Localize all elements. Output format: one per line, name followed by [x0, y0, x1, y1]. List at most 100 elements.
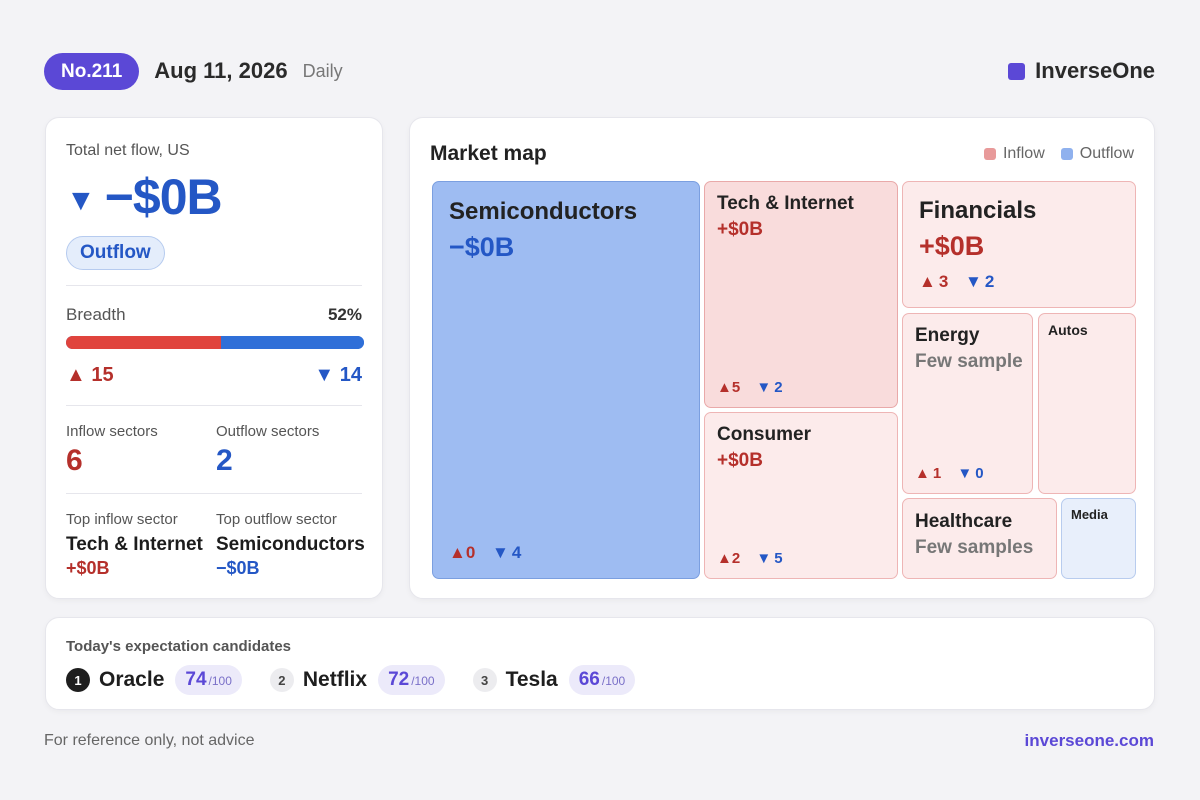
up-triangle-icon: ▲ — [717, 379, 732, 396]
legend-item-inflow: Inflow — [983, 145, 1045, 163]
issue-badge: No.211 — [44, 52, 140, 90]
tile-value: Few samples — [915, 537, 1034, 558]
tile-name: Healthcare — [915, 511, 1013, 532]
tile-media[interactable]: Media — [1061, 498, 1136, 579]
tile-energy[interactable]: Energy Few sample ▲ 1 ▼ 0 — [902, 313, 1033, 494]
map-legend: Inflow Outflow — [968, 145, 1134, 163]
candidates-card: Today's expectation candidates 1 Oracle … — [45, 617, 1155, 710]
tile-healthcare[interactable]: Healthcare Few samples — [902, 498, 1057, 579]
tile-counts: ▲ 1 ▼ 0 — [915, 465, 984, 482]
candidate-item[interactable]: 2 Netflix 72 /100 — [269, 665, 445, 695]
down-triangle-icon: ▼ — [314, 364, 335, 386]
divider — [66, 285, 362, 286]
tile-value: Few sample — [915, 351, 1023, 372]
candidate-name: Tesla — [505, 668, 558, 691]
top-inflow-sector[interactable]: Top inflow sector Tech & Internet +$0B — [66, 511, 203, 579]
down-triangle-icon: ▼ — [965, 272, 982, 291]
tile-name: Semiconductors — [449, 198, 638, 225]
tile-counts: ▲2 ▼ 5 — [717, 550, 783, 567]
down-triangle-icon: ▼ — [756, 379, 772, 396]
candidates-title: Today's expectation candidates — [66, 638, 292, 655]
rank-badge: 3 — [472, 668, 497, 692]
top-outflow-value: −$0B — [216, 558, 260, 578]
inflow-sectors-count: 6 — [66, 444, 83, 477]
tile-name: Autos — [1048, 322, 1088, 338]
up-triangle-icon: ▲ — [717, 550, 732, 567]
top-outflow-sector[interactable]: Top outflow sector Semiconductors −$0B — [216, 511, 365, 579]
top-inflow-label: Top inflow sector — [66, 511, 178, 528]
net-flow-amount: −$0B — [104, 169, 223, 225]
market-map-card: Market map Inflow Outflow Semiconductors… — [409, 117, 1155, 599]
site-link[interactable]: inverseone.com — [1024, 731, 1154, 750]
breadth-bar-up — [66, 336, 221, 349]
candidate-item[interactable]: 1 Oracle 74 /100 — [66, 665, 242, 695]
tile-financials[interactable]: Financials +$0B ▲ 3 ▼ 2 — [902, 181, 1136, 308]
tile-value: +$0B — [717, 219, 763, 240]
inflow-sectors: Inflow sectors 6 — [66, 423, 158, 478]
inflow-sectors-label: Inflow sectors — [66, 423, 158, 440]
tile-name: Media — [1071, 507, 1108, 522]
outflow-sectors-count: 2 — [216, 444, 233, 477]
candidate-item[interactable]: 3 Tesla 66 /100 — [472, 665, 636, 695]
report-date: Aug 11, 2026 — [154, 58, 288, 83]
tile-counts: ▲ 3 ▼ 2 — [919, 272, 995, 291]
legend-item-outflow: Outflow — [1060, 145, 1134, 163]
top-inflow-name: Tech & Internet — [66, 534, 203, 555]
brand-logo-icon — [1008, 62, 1026, 80]
breadth-percent: 52% — [327, 305, 362, 324]
disclaimer: For reference only, not advice — [44, 732, 255, 749]
outflow-sectors: Outflow sectors 2 — [216, 423, 319, 478]
candidate-score: 66 — [578, 669, 600, 690]
candidates-list: 1 Oracle 74 /100 2 Netflix 72 /100 3 Tes… — [66, 665, 663, 695]
rank-badge: 1 — [66, 668, 90, 692]
up-triangle-icon: ▲ — [919, 272, 936, 291]
outflow-sectors-label: Outflow sectors — [216, 423, 320, 440]
candidate-score: 74 — [185, 669, 207, 690]
header: No.211 Aug 11, 2026 Daily InverseOne — [44, 51, 1155, 91]
tile-name: Energy — [915, 325, 980, 346]
summary-card: Total net flow, US ▼ −$0B Outflow Breadt… — [45, 117, 383, 599]
tile-name: Tech & Internet — [717, 193, 854, 214]
tile-value: +$0B — [919, 231, 985, 261]
score-badge: 72 /100 — [378, 665, 445, 695]
tile-autos[interactable]: Autos — [1038, 313, 1136, 494]
rank-badge: 2 — [269, 668, 294, 692]
brand[interactable]: InverseOne — [1008, 58, 1155, 84]
tile-value: +$0B — [717, 450, 763, 471]
market-map-title: Market map — [430, 142, 547, 165]
tile-consumer[interactable]: Consumer +$0B ▲2 ▼ 5 — [704, 412, 898, 579]
net-flow-value: ▼ −$0B — [66, 168, 223, 226]
tile-name: Consumer — [717, 424, 811, 445]
tile-tech-internet[interactable]: Tech & Internet +$0B ▲5 ▼ 2 — [704, 181, 898, 408]
down-triangle-icon: ▼ — [66, 184, 96, 217]
candidate-name: Oracle — [99, 668, 165, 691]
tile-semiconductors[interactable]: Semiconductors −$0B ▲0 ▼ 4 — [432, 181, 700, 579]
score-max: /100 — [411, 674, 435, 688]
breadth-bar-down — [220, 336, 364, 349]
top-outflow-label: Top outflow sector — [216, 511, 337, 528]
down-triangle-icon: ▼ — [492, 543, 509, 562]
score-max: /100 — [601, 674, 626, 688]
tile-counts: ▲0 ▼ 4 — [449, 543, 522, 562]
top-inflow-value: +$0B — [66, 558, 110, 578]
breadth-bar — [66, 336, 364, 349]
down-triangle-icon: ▼ — [957, 465, 973, 482]
legend-swatch-inflow — [983, 148, 996, 160]
down-triangle-icon: ▼ — [756, 550, 772, 567]
decliners-count: ▼ 14 — [314, 364, 362, 386]
legend-swatch-outflow — [1060, 148, 1073, 160]
divider — [66, 493, 362, 494]
divider — [66, 405, 362, 406]
net-flow-label: Total net flow, US — [66, 142, 190, 159]
score-badge: 66 /100 — [568, 665, 636, 695]
top-outflow-name: Semiconductors — [216, 534, 365, 555]
up-triangle-icon: ▲ — [915, 465, 930, 482]
up-triangle-icon: ▲ — [66, 364, 86, 386]
candidate-name: Netflix — [302, 668, 368, 691]
flow-status-badge: Outflow — [66, 236, 165, 270]
score-badge: 74 /100 — [175, 665, 242, 695]
report-period: Daily — [302, 60, 343, 81]
tile-value: −$0B — [449, 232, 515, 262]
tile-name: Financials — [919, 197, 1037, 224]
advancers-count: ▲ 15 — [66, 364, 114, 386]
